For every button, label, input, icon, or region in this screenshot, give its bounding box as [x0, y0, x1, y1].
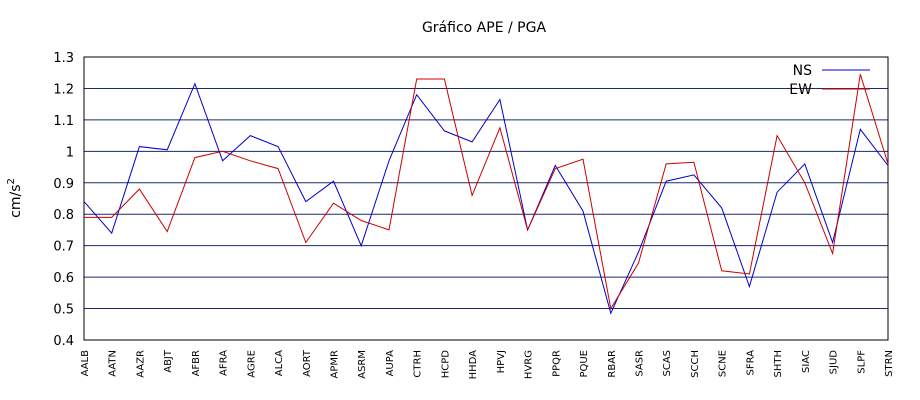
- x-tick-label: AUPA: [385, 350, 396, 377]
- y-tick-label: 1.3: [53, 51, 74, 66]
- x-tick-label: SCAS: [662, 350, 673, 377]
- x-tick-label: PQUE: [579, 350, 590, 378]
- y-tick-label: 0.8: [53, 208, 74, 223]
- x-tick-label: HVRG: [524, 350, 535, 379]
- legend: NS EW: [789, 63, 870, 98]
- x-tick-label: AAZR: [135, 350, 146, 378]
- legend-label-ns: NS: [793, 63, 812, 79]
- x-axis-ticks: AALB AATN AAZR ABJT AFBR AFRA AGRE ALCA AORT APMR…: [80, 349, 895, 379]
- series-line-ew: [84, 74, 889, 310]
- y-tick-label: 1.2: [53, 82, 74, 97]
- gridlines: [84, 87, 888, 310]
- chart-title: Gráfico APE / PGA: [422, 20, 546, 36]
- x-tick-label: HHDA: [468, 350, 479, 380]
- series-lines: [83, 74, 889, 315]
- y-tick-label: 1: [66, 145, 74, 160]
- x-tick-label: ASRM: [357, 350, 368, 379]
- y-tick-label: 0.4: [53, 334, 74, 349]
- x-tick-label: ABJT: [163, 349, 174, 373]
- x-tick-label: SCNE: [718, 350, 729, 377]
- x-tick-label: HCPD: [440, 350, 451, 379]
- x-tick-label: CTRH: [413, 350, 424, 378]
- x-tick-label: SLPF: [856, 350, 867, 374]
- x-tick-label: SCCH: [690, 350, 701, 378]
- x-tick-label: SJUD: [829, 350, 840, 375]
- x-tick-label: STRN: [884, 350, 895, 377]
- x-tick-label: ALCA: [274, 350, 285, 376]
- x-tick-label: HPVJ: [496, 350, 507, 373]
- x-tick-label: SFRA: [745, 350, 756, 376]
- x-tick-label: AFRA: [219, 350, 230, 376]
- y-tick-label: 0.5: [53, 303, 74, 318]
- x-tick-label: AORT: [302, 349, 313, 377]
- x-tick-label: SASR: [634, 350, 645, 377]
- y-tick-label: 0.9: [53, 177, 74, 192]
- x-tick-label: AFBR: [191, 350, 202, 376]
- x-tick-label: SHTH: [773, 350, 784, 378]
- x-tick-label: AALB: [80, 350, 91, 377]
- plot-frame: [83, 56, 889, 341]
- x-tick-label: SIAC: [801, 350, 812, 373]
- x-tick-label: AATN: [108, 350, 119, 377]
- x-tick-label: APMR: [330, 350, 341, 378]
- x-tick-label: AGRE: [246, 350, 257, 378]
- x-tick-label: PPQR: [551, 350, 562, 377]
- series-line-ns: [83, 82, 889, 315]
- y-tick-label: 0.6: [53, 271, 74, 286]
- y-tick-label: 1.1: [53, 114, 74, 129]
- y-axis-label: cm/s2: [6, 178, 24, 218]
- y-tick-label: 0.7: [53, 240, 74, 255]
- x-tick-label: RBAR: [607, 350, 618, 378]
- legend-label-ew: EW: [789, 82, 812, 98]
- y-axis-ticks: 0.4 0.5 0.6 0.7 0.8 0.9 1 1.1 1.2 1.3: [53, 51, 74, 349]
